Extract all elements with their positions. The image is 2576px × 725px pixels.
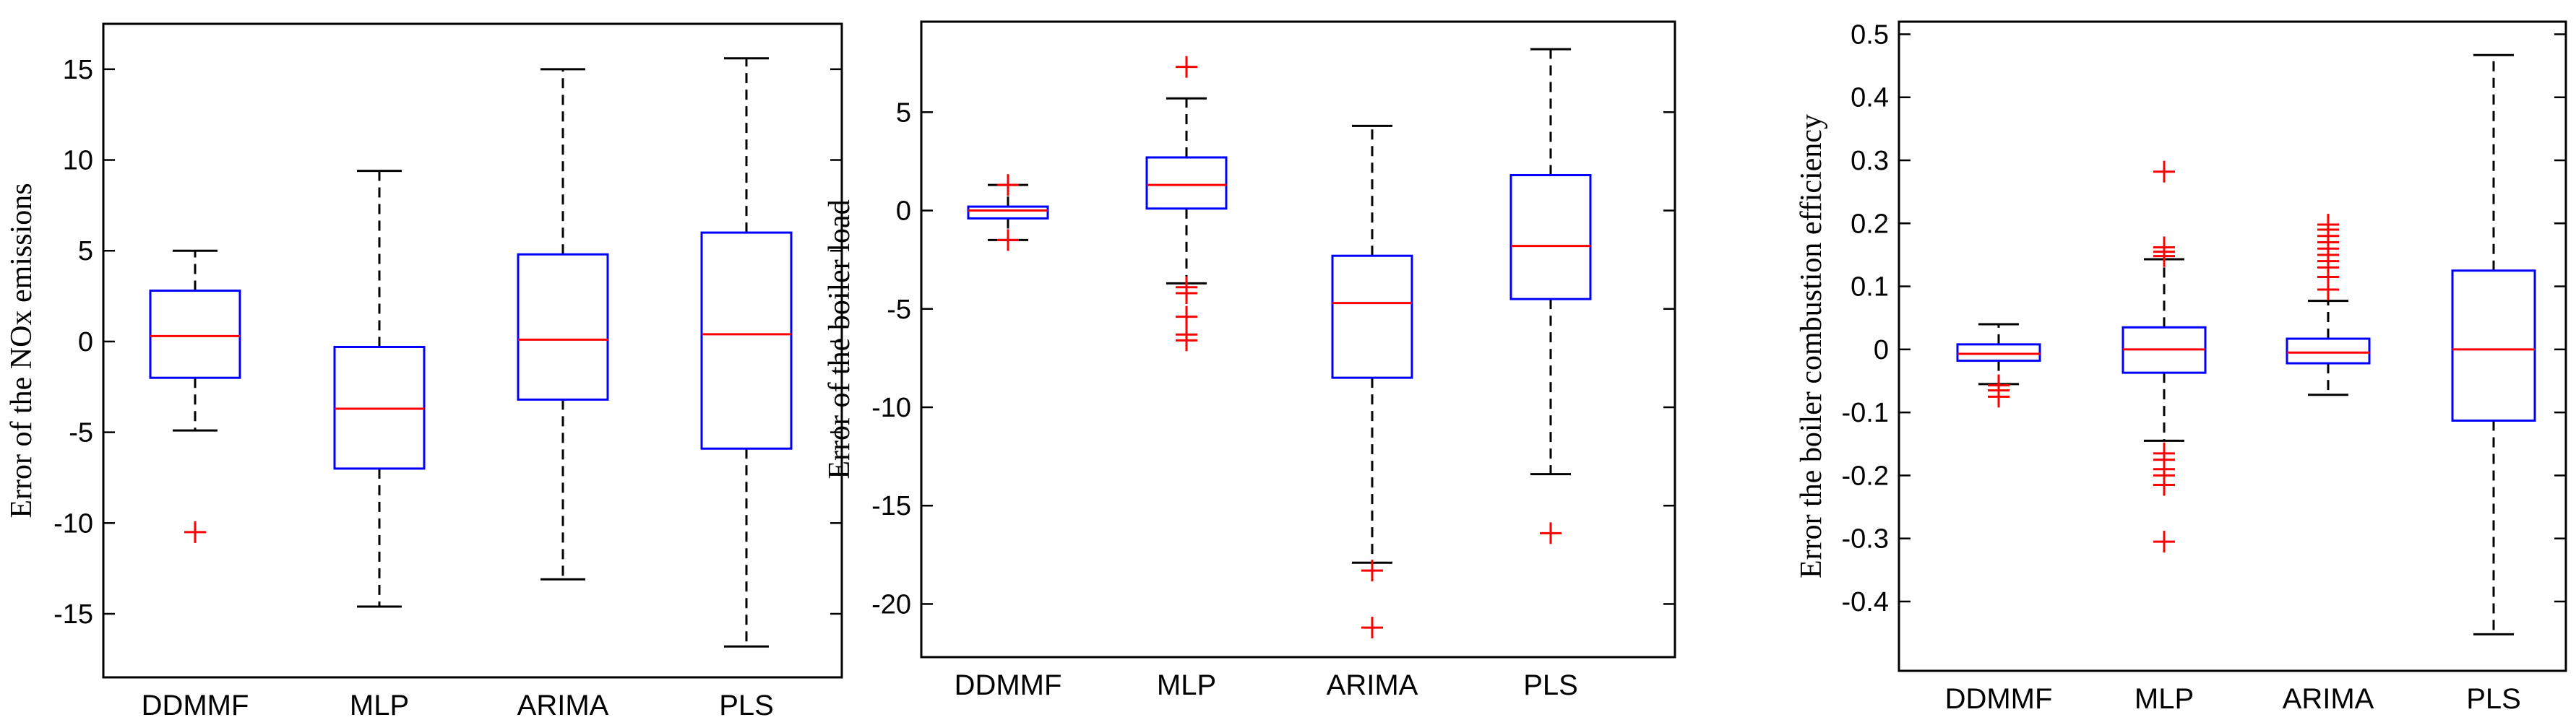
x-tick-label: MLP	[2135, 683, 2194, 715]
y-tick-label: 0.3	[1851, 146, 1889, 176]
box-ddmmf	[149, 249, 241, 543]
x-tick-label: MLP	[1157, 669, 1216, 701]
box-ddmmf	[967, 174, 1049, 251]
x-tick-label: PLS	[719, 690, 774, 721]
outlier-marker	[1540, 522, 1561, 544]
iqr-box	[1956, 343, 2041, 362]
y-tick-label: -0.1	[1842, 398, 1889, 428]
box-mlp	[1145, 56, 1228, 352]
outlier-marker	[2153, 531, 2175, 553]
chart-panel-1: -15 -10 -5 0 5 10 15 Error of the NOx emissions…	[5, 22, 843, 721]
outlier-marker	[997, 229, 1019, 251]
iqr-box	[700, 231, 793, 450]
box-mlp	[333, 170, 426, 608]
iqr-box	[149, 290, 241, 379]
y-tick-label: 0.2	[1851, 209, 1889, 239]
y-tick-label: 10	[63, 146, 93, 176]
x-tick-label: ARIMA	[1327, 669, 1418, 701]
iqr-box	[2286, 337, 2371, 365]
box-mlp	[2121, 160, 2207, 553]
x-tick-label: PLS	[1523, 669, 1578, 701]
outlier-marker	[2317, 214, 2339, 236]
outlier-marker	[1176, 282, 1197, 304]
outlier-marker	[184, 521, 206, 543]
outlier-marker	[997, 174, 1019, 196]
outlier-marker	[2153, 474, 2175, 496]
iqr-box	[1509, 174, 1592, 300]
box-arima	[1331, 124, 1413, 639]
y-tick-label: 0.1	[1851, 272, 1889, 303]
outlier-marker	[2153, 160, 2175, 183]
y-tick-label: 0	[1874, 335, 1889, 365]
outlier-marker	[1361, 560, 1383, 582]
y-tick-label: 0.5	[1851, 19, 1889, 50]
y-tick-label: 5	[896, 97, 911, 128]
y-axis-label: Error of the boiler load	[823, 199, 856, 479]
y-tick-label: -20	[871, 589, 911, 620]
x-tick-label: DDMMF	[142, 690, 249, 721]
y-tick-label: -15	[53, 599, 93, 630]
box-pls	[1509, 48, 1592, 544]
y-tick-label: -0.2	[1842, 461, 1889, 491]
x-tick-label: MLP	[350, 690, 409, 721]
outlier-marker	[1988, 386, 2009, 408]
y-tick-label: 0.4	[1851, 83, 1889, 113]
y-tick-label: -15	[871, 491, 911, 521]
y-tick-label: -10	[871, 393, 911, 423]
plot-frame	[1897, 20, 2567, 672]
y-tick-label: 15	[63, 55, 93, 85]
x-tick-label: ARIMA	[517, 690, 609, 721]
y-tick-label: 0	[896, 196, 911, 227]
box-arima	[2286, 214, 2371, 396]
box-ddmmf	[1956, 323, 2041, 408]
iqr-box	[517, 253, 609, 401]
x-tick-label: PLS	[2466, 683, 2521, 715]
box-pls	[2451, 53, 2536, 635]
iqr-box	[967, 205, 1049, 220]
y-axis-label: Error of the NOx emissions	[5, 183, 38, 518]
iqr-box	[2451, 269, 2536, 422]
chart-panel-3: -0.4 -0.3 -0.2 -0.1 0 0.1 0.2 0.3 0.4 0.5 Error th…	[1795, 19, 2567, 715]
box-pls	[700, 57, 793, 648]
y-tick-label: 5	[78, 236, 93, 266]
x-tick-label: ARIMA	[2283, 683, 2374, 715]
y-tick-label: -5	[887, 295, 911, 325]
iqr-box	[1145, 156, 1228, 210]
plot-frame	[102, 22, 843, 679]
outlier-marker	[1176, 329, 1197, 352]
chart-panel-2: -20 -15 -10 -5 0 5 Error of the boiler load DDM…	[823, 20, 1676, 701]
iqr-box	[1331, 254, 1413, 379]
y-tick-label: -10	[53, 508, 93, 539]
y-tick-label: -0.3	[1842, 524, 1889, 555]
y-tick-label: -5	[69, 418, 93, 448]
outlier-marker	[1361, 617, 1383, 639]
y-axis-label: Error the boiler combustion efficiency	[1795, 114, 1828, 578]
x-tick-label: DDMMF	[955, 669, 1062, 701]
box-arima	[517, 68, 609, 581]
y-tick-label: -0.4	[1842, 587, 1889, 617]
plot-frame	[920, 20, 1676, 659]
y-tick-label: 0	[78, 327, 93, 357]
x-tick-label: DDMMF	[1945, 683, 2053, 715]
outlier-marker	[2153, 245, 2175, 267]
outlier-marker	[1176, 56, 1197, 78]
